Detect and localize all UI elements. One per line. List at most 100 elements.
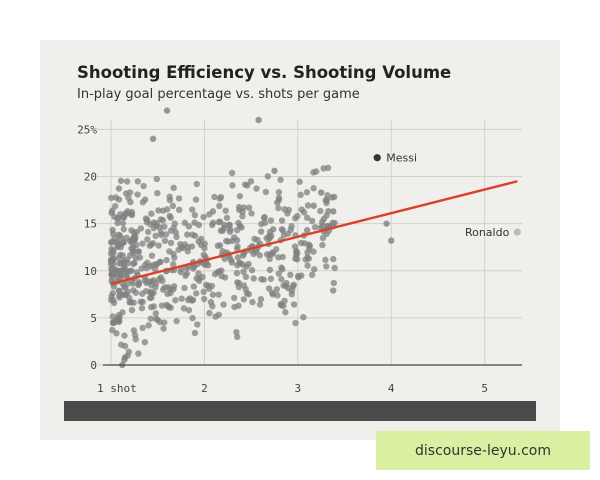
data-points xyxy=(107,107,395,369)
data-point xyxy=(310,185,317,192)
y-tick-label: 25% xyxy=(77,123,97,136)
data-point xyxy=(117,243,125,251)
data-point xyxy=(145,322,152,329)
data-point xyxy=(205,285,213,292)
data-point xyxy=(148,210,155,217)
data-point xyxy=(220,301,227,308)
data-point xyxy=(245,204,253,211)
data-point xyxy=(112,267,120,274)
data-point xyxy=(113,238,120,245)
data-point xyxy=(130,287,137,294)
data-point xyxy=(163,107,171,114)
data-point xyxy=(149,135,157,143)
data-point xyxy=(266,266,274,274)
data-point xyxy=(122,190,130,197)
data-point xyxy=(277,176,284,183)
data-point xyxy=(248,210,255,217)
data-point xyxy=(255,116,262,124)
data-point xyxy=(141,196,149,203)
data-point xyxy=(272,246,280,253)
data-point xyxy=(248,266,256,274)
data-point xyxy=(303,189,311,196)
data-point xyxy=(193,275,200,282)
data-point xyxy=(228,169,236,177)
data-point xyxy=(181,284,188,292)
data-point xyxy=(115,311,123,319)
data-point xyxy=(280,282,287,289)
data-point xyxy=(267,217,275,224)
x-tick-label: 3 xyxy=(295,382,302,395)
data-point xyxy=(172,297,179,304)
data-point xyxy=(262,188,270,196)
data-point xyxy=(317,207,324,215)
data-point xyxy=(127,198,134,206)
data-point xyxy=(139,324,146,332)
data-point xyxy=(258,275,265,283)
data-point xyxy=(121,342,129,350)
data-point xyxy=(233,269,241,277)
chart-title: Shooting Efficiency vs. Shooting Volume xyxy=(77,63,452,82)
data-point xyxy=(234,243,241,250)
data-point xyxy=(234,254,242,261)
data-point xyxy=(323,199,330,207)
data-point xyxy=(317,189,325,196)
data-point xyxy=(117,272,125,279)
data-point xyxy=(131,331,139,339)
data-point xyxy=(144,228,152,236)
data-point xyxy=(225,238,232,245)
data-point xyxy=(142,287,150,295)
data-point xyxy=(148,289,155,297)
data-point xyxy=(292,319,299,327)
data-point xyxy=(125,348,133,356)
data-point xyxy=(157,216,165,223)
x-tick-label: 2 xyxy=(201,382,208,395)
data-point xyxy=(294,212,301,220)
data-point xyxy=(278,217,286,224)
data-point xyxy=(222,207,229,214)
data-point xyxy=(108,209,115,217)
data-point xyxy=(235,219,242,227)
data-point xyxy=(128,306,136,314)
data-point xyxy=(120,226,127,233)
data-point xyxy=(109,274,116,281)
data-point xyxy=(304,202,312,209)
data-point xyxy=(295,274,302,281)
data-point xyxy=(153,175,161,183)
data-point xyxy=(152,232,159,240)
data-point xyxy=(201,240,208,247)
data-point xyxy=(134,248,142,255)
data-point xyxy=(178,243,185,250)
data-point xyxy=(306,245,313,252)
data-point xyxy=(169,202,177,210)
data-point xyxy=(109,326,116,334)
data-point xyxy=(253,185,260,192)
data-point xyxy=(280,302,287,310)
data-point xyxy=(240,268,247,276)
highlight-label-ronaldo: Ronaldo xyxy=(465,226,510,239)
data-point xyxy=(242,273,250,281)
data-point xyxy=(319,241,326,249)
data-point xyxy=(279,227,287,234)
data-point xyxy=(257,295,265,303)
data-point xyxy=(311,223,319,231)
data-point xyxy=(175,195,183,202)
data-point xyxy=(250,275,257,282)
data-point xyxy=(234,262,241,269)
data-point xyxy=(278,264,285,271)
data-point xyxy=(331,219,338,227)
data-point xyxy=(121,283,128,290)
data-point xyxy=(170,261,177,268)
y-tick-label: 20 xyxy=(84,171,97,184)
data-point xyxy=(150,224,158,232)
highlight-label-messi: Messi xyxy=(386,152,417,165)
axes: 0 5 10 15 20 25% 1 shot 2 3 4 5 xyxy=(77,123,522,395)
data-point xyxy=(111,203,119,210)
highlighted-points: Messi Ronaldo xyxy=(373,152,521,239)
data-point xyxy=(281,297,288,305)
data-point xyxy=(287,271,294,279)
data-point xyxy=(310,202,317,209)
data-point xyxy=(167,239,175,247)
data-point xyxy=(137,225,145,232)
data-point xyxy=(194,321,201,328)
data-point xyxy=(193,290,200,297)
